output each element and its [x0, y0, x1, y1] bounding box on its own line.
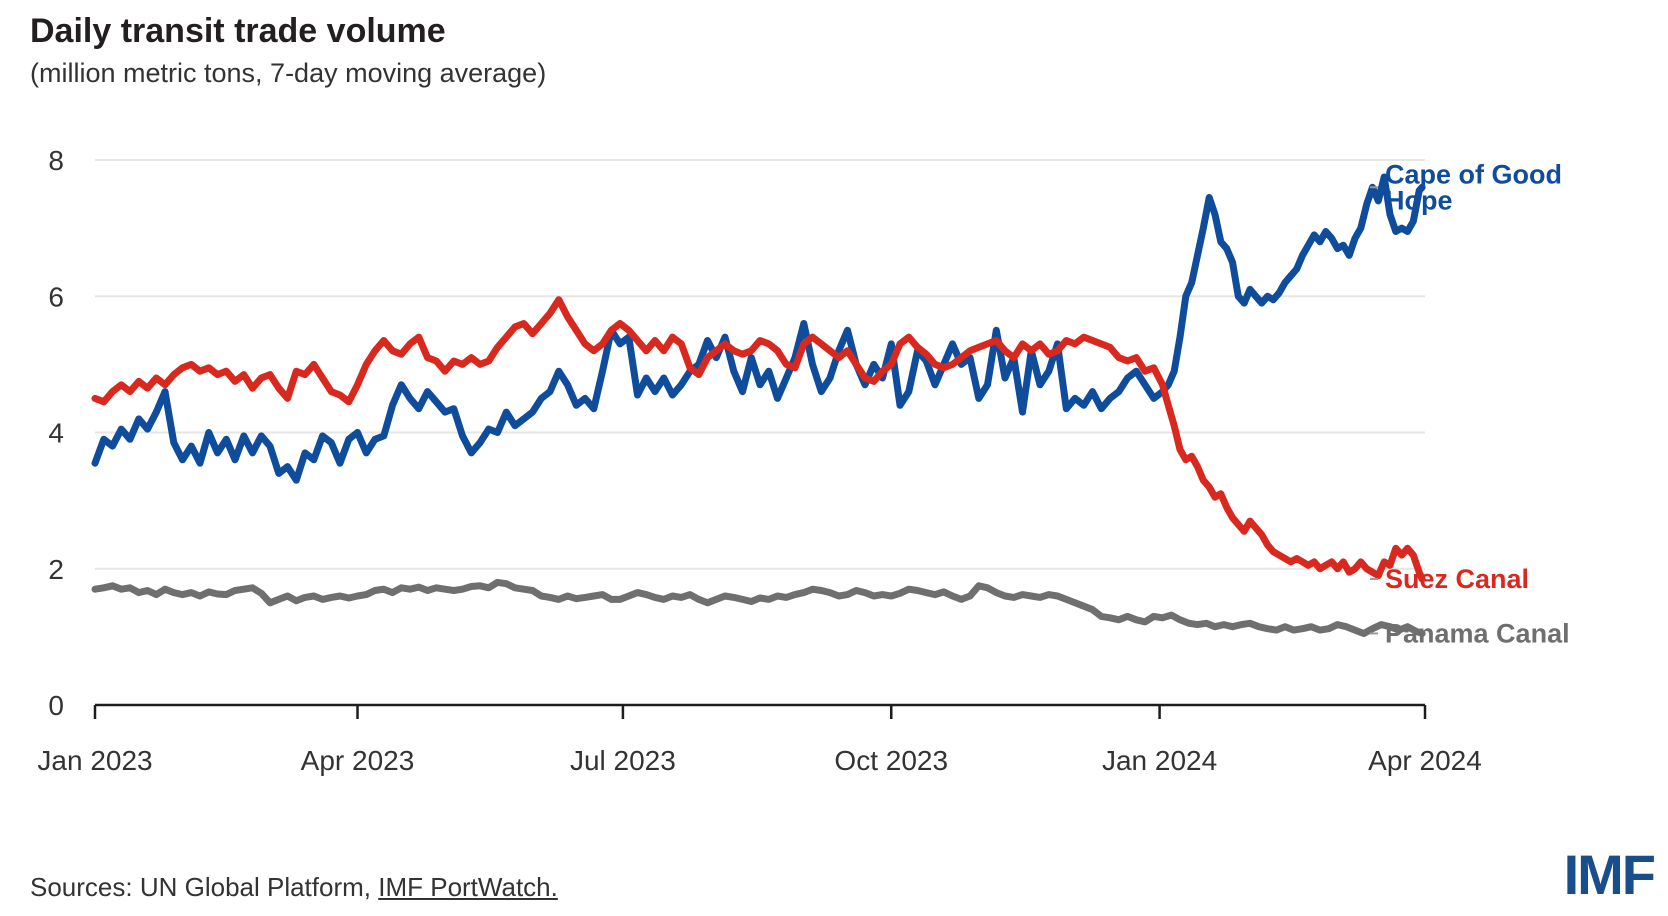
x-tick-label: Jan 2023	[37, 745, 152, 776]
y-tick-label: 8	[48, 145, 64, 176]
series-label-cape-of-good-hope: Cape of Good Hope	[1385, 159, 1562, 215]
series-label-panama-canal: Panama Canal	[1385, 618, 1570, 648]
series-line-suez-canal	[91, 296, 1426, 583]
x-tick-label: Oct 2023	[834, 745, 948, 776]
y-tick-label: 4	[48, 418, 64, 449]
portwatch-link[interactable]: IMF PortWatch.	[378, 872, 558, 902]
chart-title: Daily transit trade volume	[30, 12, 446, 50]
x-tick-label: Jul 2023	[570, 745, 676, 776]
source-text: Sources: UN Global Platform,	[30, 872, 379, 902]
y-tick-label: 2	[48, 554, 64, 585]
y-tick-label: 6	[48, 281, 64, 312]
imf-logo: IMF	[1563, 843, 1656, 906]
series-label-suez-canal: Suez Canal	[1385, 564, 1529, 594]
chart-subtitle: (million metric tons, 7-day moving avera…	[30, 58, 547, 88]
x-tick-label: Apr 2024	[1368, 745, 1482, 776]
line-chart: 0 2 4 6 8 Jan 2023 Apr 2023 Jul 2023 Oct 2023 Jan…	[37, 145, 1570, 776]
x-tick-label: Jan 2024	[1102, 745, 1217, 776]
source-note: Sources: UN Global Platform, IMF PortWat…	[30, 872, 558, 903]
y-tick-label: 0	[48, 690, 64, 721]
x-tick-label: Apr 2023	[301, 745, 415, 776]
series-line-cape-of-good-hope	[91, 173, 1426, 484]
series-line-panama-canal	[91, 578, 1426, 637]
